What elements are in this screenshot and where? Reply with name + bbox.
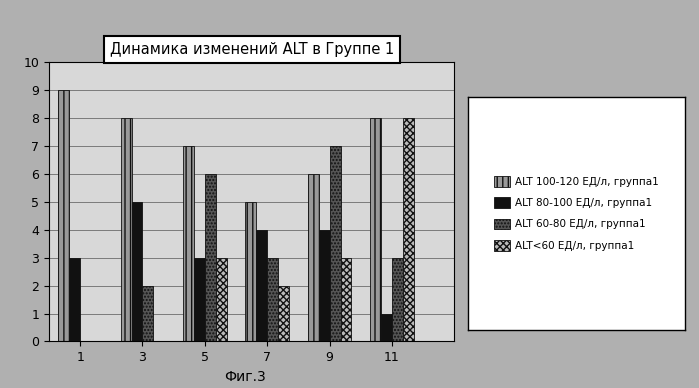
Bar — [330, 146, 340, 341]
Bar — [267, 258, 278, 341]
Bar — [69, 258, 80, 341]
Bar — [340, 258, 352, 341]
Bar — [381, 314, 392, 341]
Bar — [121, 118, 131, 341]
Bar — [194, 258, 205, 341]
Bar — [143, 286, 153, 341]
Bar — [131, 202, 143, 341]
Bar — [183, 146, 194, 341]
Legend: ALT 100-120 ЕД/л, группа1, ALT 80-100 ЕД/л, группа1, ALT 60-80 ЕД/л, группа1, AL: ALT 100-120 ЕД/л, группа1, ALT 80-100 ЕД… — [489, 171, 664, 256]
Bar — [392, 258, 403, 341]
Text: Фиг.3: Фиг.3 — [224, 370, 266, 384]
Bar — [257, 230, 267, 341]
Bar — [205, 174, 216, 341]
Title: Динамика изменений ALT в Группе 1: Динамика изменений ALT в Группе 1 — [110, 42, 394, 57]
Bar — [370, 118, 381, 341]
Bar — [319, 230, 330, 341]
Bar — [308, 174, 319, 341]
Bar — [216, 258, 226, 341]
Bar — [58, 90, 69, 341]
Bar — [245, 202, 257, 341]
Bar — [278, 286, 289, 341]
Bar — [403, 118, 414, 341]
